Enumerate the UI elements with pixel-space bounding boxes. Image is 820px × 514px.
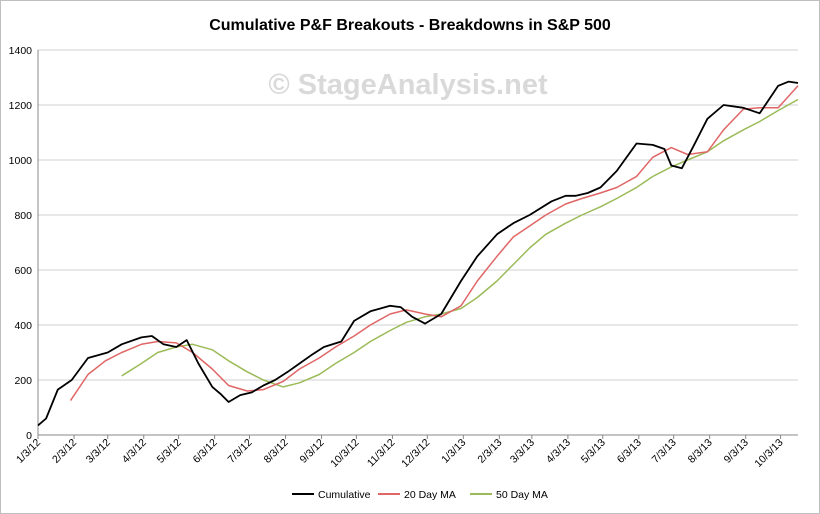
y-tick-label: 1000	[9, 155, 33, 167]
y-axis-tick-labels: 0 200 400 600 800 1000 1200 1400	[9, 45, 33, 442]
series-line-20-day-ma	[69, 85, 799, 402]
y-tick-label: 0	[26, 430, 32, 442]
series-line-50-day-ma	[121, 98, 799, 388]
y-tick-label: 1200	[9, 100, 33, 112]
series-line-cumulative	[37, 80, 799, 427]
legend: Cumulative 20 Day MA 50 Day MA	[292, 489, 548, 501]
y-tick-label: 200	[14, 375, 32, 387]
y-tick-label: 1400	[9, 45, 33, 57]
chart-title: Cumulative P&F Breakouts - Breakdowns in…	[209, 17, 611, 34]
y-tick-label: 400	[14, 320, 32, 332]
series-lines	[37, 80, 799, 427]
legend-label: 20 Day MA	[404, 489, 456, 501]
y-tick-label: 800	[14, 210, 32, 222]
x-axis	[37, 50, 798, 439]
legend-label: Cumulative	[318, 489, 371, 501]
watermark: © StageAnalysis.net	[268, 69, 548, 101]
y-tick-label: 600	[14, 265, 32, 277]
legend-label: 50 Day MA	[496, 489, 548, 501]
